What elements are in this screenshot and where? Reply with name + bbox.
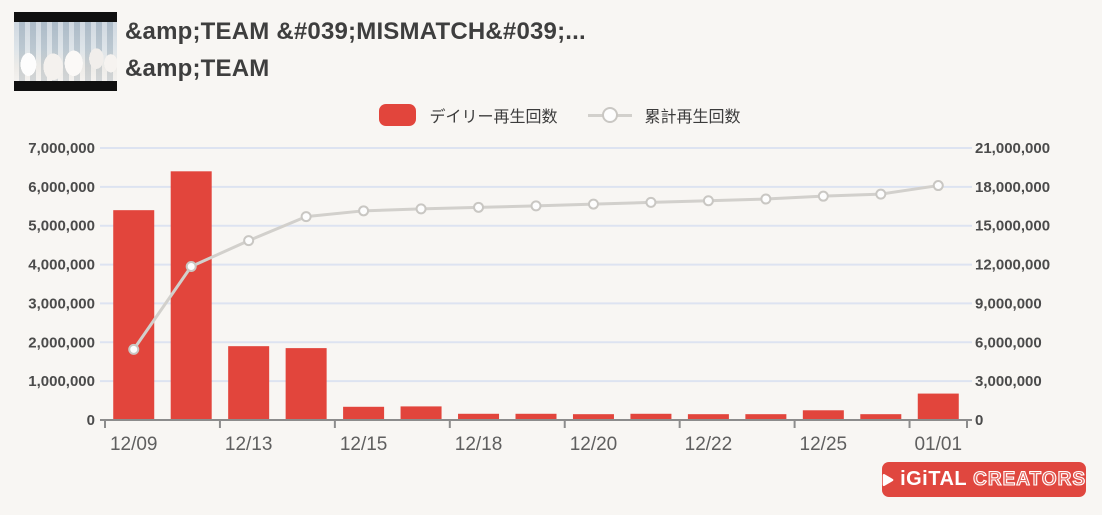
daily-bar <box>113 210 155 420</box>
cumulative-markers <box>128 180 944 355</box>
legend-item-cumulative[interactable]: 累計再生回数 <box>587 103 741 127</box>
left-axis-tick-label: 4,000,000 <box>28 257 95 274</box>
daily-bar <box>170 171 212 420</box>
x-axis <box>100 419 972 428</box>
line-marker <box>875 188 887 200</box>
logo-text-solid: iGiTAL <box>900 468 968 490</box>
legend-item-daily[interactable]: デイリー再生回数 <box>379 103 558 127</box>
daily-bar <box>745 414 787 420</box>
left-axis-tick-label: 6,000,000 <box>28 179 95 196</box>
line-marker <box>760 193 772 205</box>
left-axis-tick-label: 3,000,000 <box>28 295 95 312</box>
right-axis-tick-label: 3,000,000 <box>975 373 1042 390</box>
cumulative-series-marker <box>587 104 632 126</box>
digital-creators-logo: iGiTAL CREATORS <box>882 462 1086 497</box>
daily-bar <box>285 348 327 420</box>
x-axis-tick-label: 12/13 <box>225 434 273 455</box>
line-marker <box>587 198 599 210</box>
daily-bar <box>572 414 614 420</box>
x-axis-tick-label: 12/09 <box>110 434 158 455</box>
daily-series-label: デイリー再生回数 <box>429 109 558 126</box>
daily-bar <box>400 406 442 420</box>
line-marker <box>128 343 140 355</box>
video-thumbnail-image <box>14 22 117 81</box>
x-axis-tick-label: 12/25 <box>800 434 848 455</box>
left-axis-tick-label: 5,000,000 <box>28 218 95 235</box>
left-axis-tick-label: 1,000,000 <box>28 373 95 390</box>
line-marker <box>415 203 427 215</box>
x-axis-tick-label: 12/22 <box>685 434 733 455</box>
daily-bar <box>802 410 844 420</box>
line-marker <box>932 180 944 192</box>
page-title: &amp;TEAM &#039;MISMATCH&#039;... &amp;T… <box>125 13 586 87</box>
daily-bar <box>458 413 500 420</box>
daily-bar <box>860 414 902 420</box>
daily-bars <box>113 171 959 420</box>
chart-legend: デイリー再生回数 累計再生回数 <box>0 99 1102 131</box>
right-axis-tick-label: 21,000,000 <box>975 140 1050 157</box>
line-marker <box>530 200 542 212</box>
line-marker <box>358 205 370 217</box>
left-axis-tick-label: 7,000,000 <box>28 140 95 157</box>
title-line-2: &amp;TEAM <box>125 55 270 82</box>
left-axis-tick-label: 2,000,000 <box>28 334 95 351</box>
line-marker <box>702 195 714 207</box>
daily-series-swatch <box>379 104 417 126</box>
line-marker <box>645 196 657 208</box>
daily-bar <box>630 413 672 420</box>
x-axis-tick-label: 12/15 <box>340 434 388 455</box>
cumulative-series-label: 累計再生回数 <box>644 109 741 126</box>
daily-bar <box>687 414 729 420</box>
line-marker <box>243 235 255 247</box>
y-axis-labels: 0 0 1,000,000 3,000,000 2,000,000 6,000,000 3,… <box>28 140 1050 429</box>
logo-text-outline: CREATORS <box>973 468 1086 490</box>
daily-bar <box>343 406 385 420</box>
line-marker <box>185 261 197 273</box>
video-thumbnail <box>14 12 117 91</box>
right-axis-tick-label: 6,000,000 <box>975 334 1042 351</box>
line-marker <box>817 190 829 202</box>
line-marker <box>300 211 312 223</box>
gridlines <box>100 147 972 383</box>
x-axis-tick-label: 12/18 <box>455 434 503 455</box>
daily-bar <box>917 393 959 420</box>
title-line-1: &amp;TEAM &#039;MISMATCH&#039;... <box>125 18 586 45</box>
right-axis-tick-label: 15,000,000 <box>975 218 1050 235</box>
x-axis-tick-label: 01/01 <box>914 434 962 455</box>
daily-bar <box>515 413 557 420</box>
play-triangle-icon <box>882 473 894 486</box>
x-axis-tick-label: 12/20 <box>570 434 618 455</box>
x-axis-labels: 12/09 12/13 12/15 12/18 12/20 12/22 12/25 01/01 <box>110 434 962 455</box>
left-axis-tick-label: 0 <box>87 412 95 429</box>
daily-bar <box>228 346 270 420</box>
right-axis-tick-label: 18,000,000 <box>975 179 1050 196</box>
right-axis-tick-label: 12,000,000 <box>975 257 1050 274</box>
right-axis-tick-label: 9,000,000 <box>975 295 1042 312</box>
right-axis-tick-label: 0 <box>975 412 983 429</box>
line-marker <box>473 201 485 213</box>
